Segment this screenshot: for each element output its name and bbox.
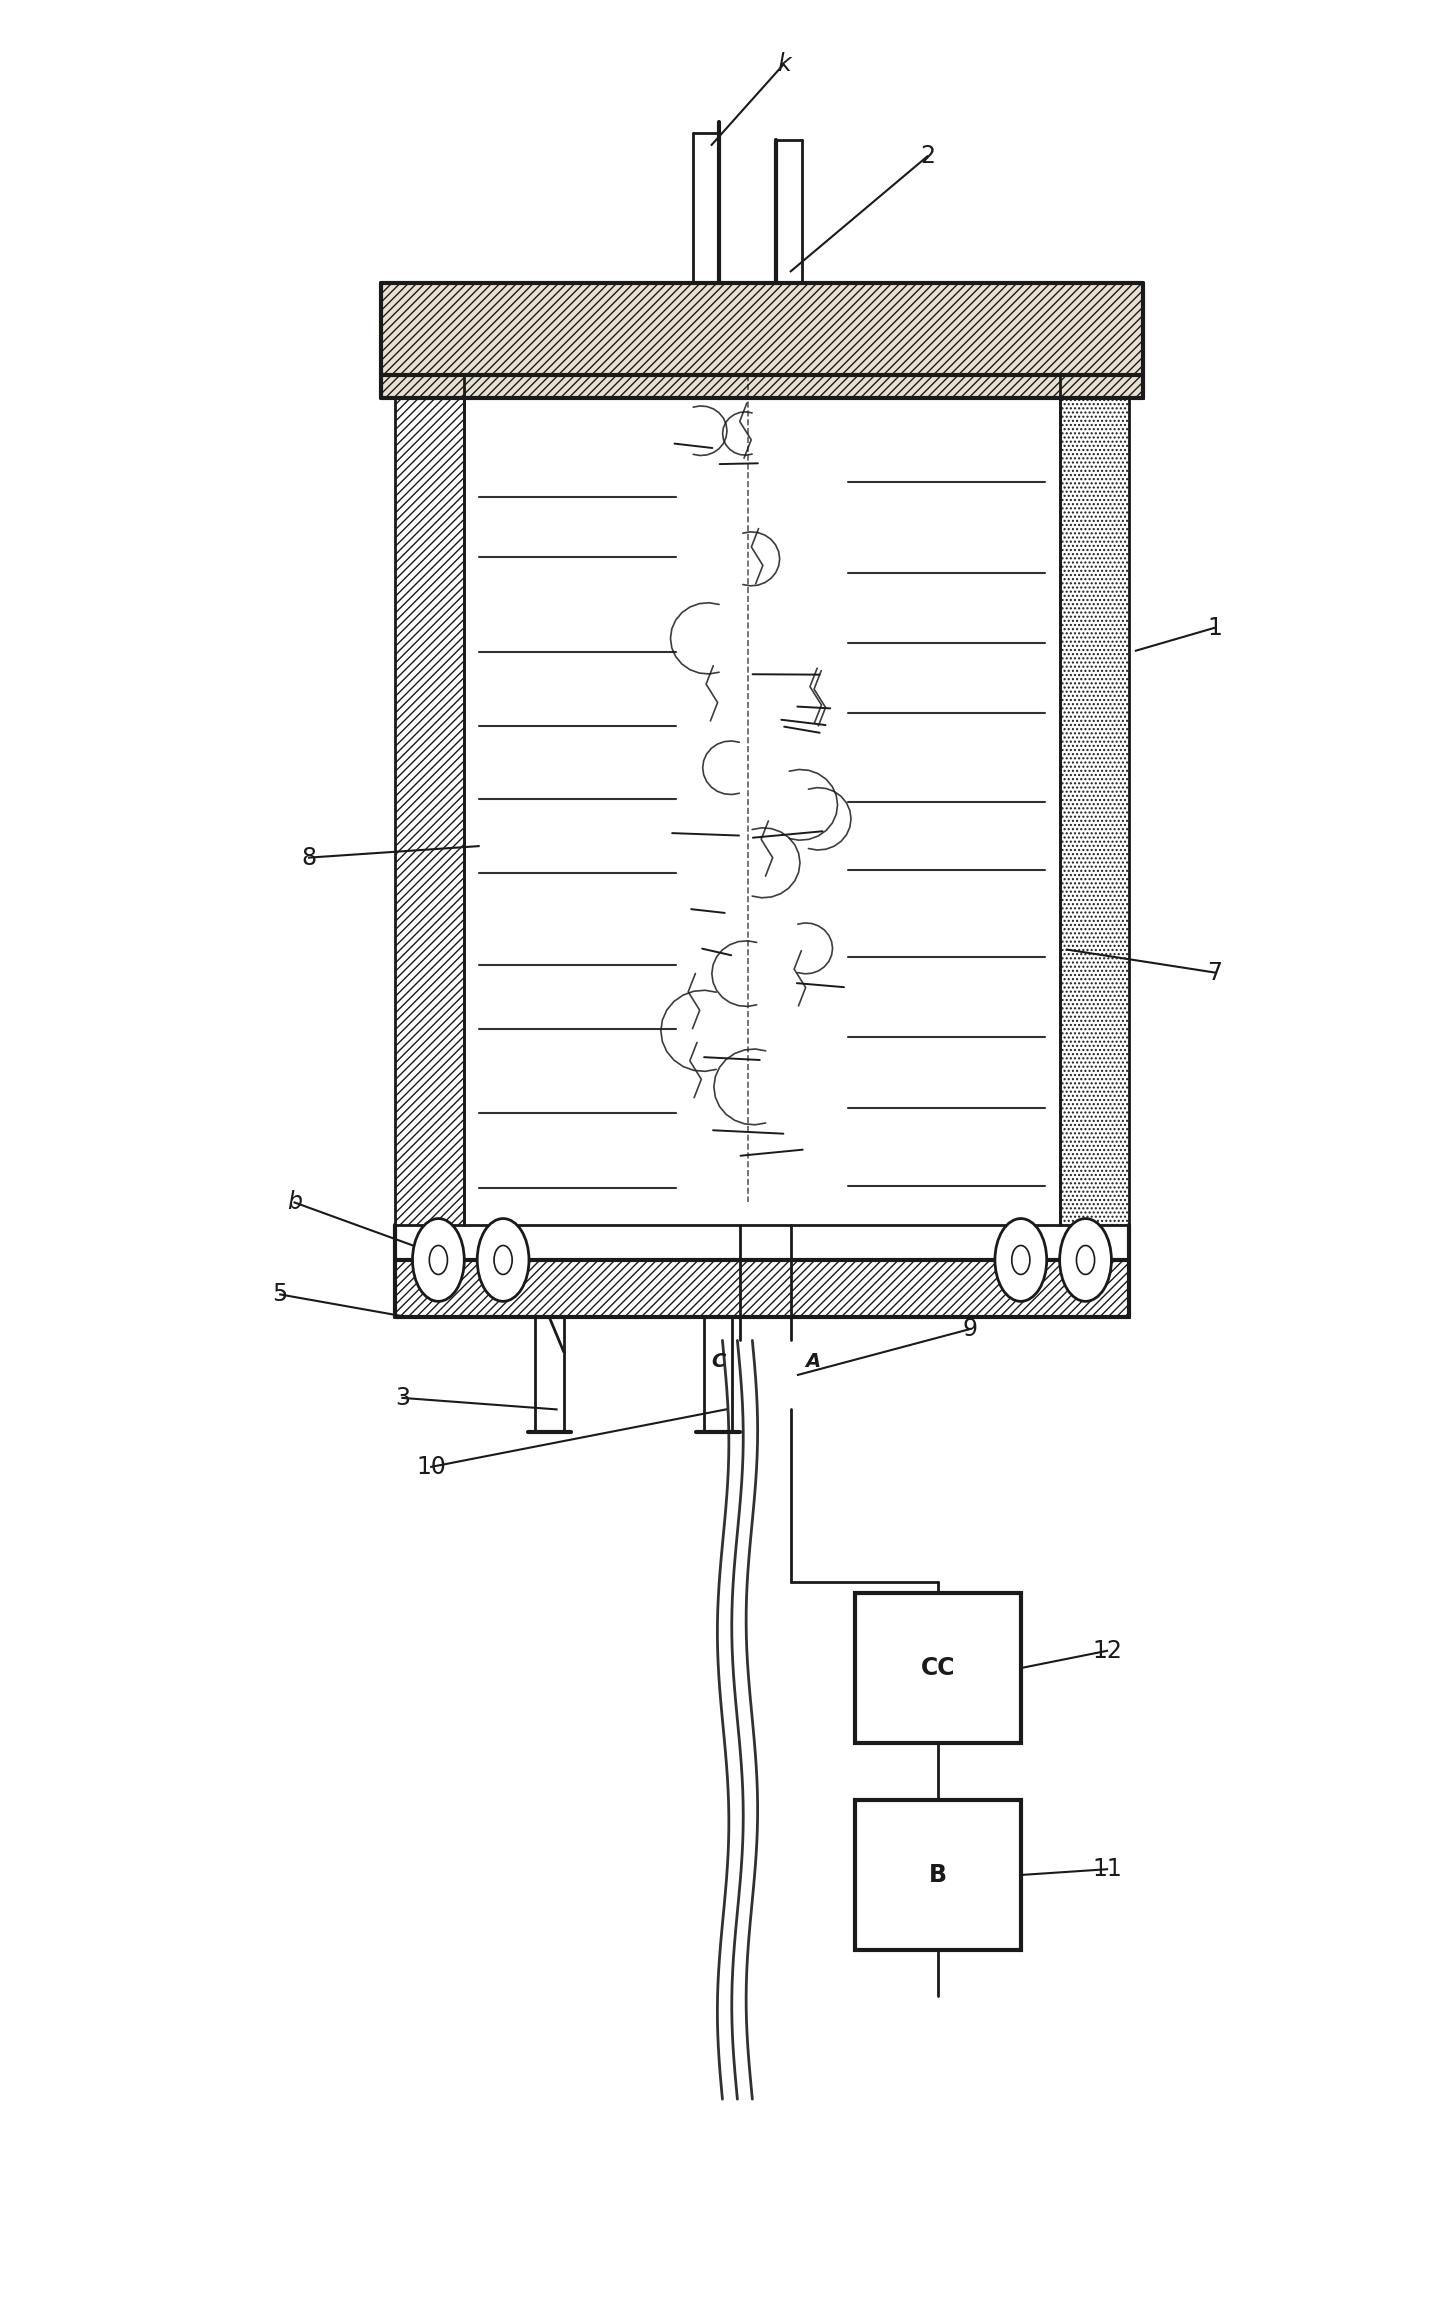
Bar bbox=[395, 1261, 1128, 1318]
Text: 10: 10 bbox=[417, 1455, 446, 1478]
Circle shape bbox=[995, 1219, 1047, 1302]
Text: CC: CC bbox=[921, 1656, 955, 1679]
Circle shape bbox=[494, 1244, 513, 1274]
Text: 11: 11 bbox=[1092, 1857, 1122, 1880]
Text: b: b bbox=[287, 1191, 302, 1214]
Circle shape bbox=[1076, 1244, 1095, 1274]
Circle shape bbox=[1060, 1219, 1111, 1302]
Text: B: B bbox=[929, 1862, 947, 1887]
Circle shape bbox=[1012, 1244, 1029, 1274]
Text: 7: 7 bbox=[1208, 960, 1223, 985]
Bar bbox=[855, 1594, 1021, 1742]
Text: 9: 9 bbox=[963, 1316, 979, 1342]
Text: 5: 5 bbox=[273, 1281, 287, 1307]
Text: 1: 1 bbox=[1208, 615, 1223, 641]
Bar bbox=[855, 1800, 1021, 1950]
Circle shape bbox=[430, 1244, 447, 1274]
Text: k: k bbox=[777, 53, 790, 76]
Text: A: A bbox=[804, 1351, 820, 1372]
Text: 12: 12 bbox=[1092, 1640, 1122, 1663]
Circle shape bbox=[478, 1219, 529, 1302]
Text: C: C bbox=[711, 1351, 726, 1372]
Circle shape bbox=[412, 1219, 465, 1302]
Text: 3: 3 bbox=[395, 1385, 409, 1411]
Bar bbox=[1060, 375, 1128, 1226]
Text: 8: 8 bbox=[302, 847, 317, 870]
Bar bbox=[395, 375, 465, 1226]
Bar bbox=[380, 282, 1143, 398]
Text: 2: 2 bbox=[919, 143, 935, 169]
